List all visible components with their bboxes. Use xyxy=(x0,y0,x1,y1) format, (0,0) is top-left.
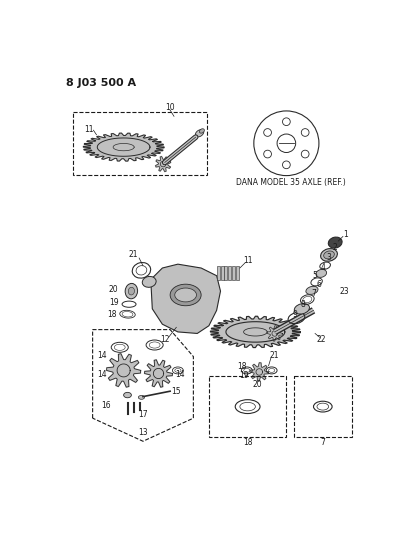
Text: 2: 2 xyxy=(333,243,338,252)
Ellipse shape xyxy=(142,277,156,287)
Bar xyxy=(294,376,352,438)
Circle shape xyxy=(301,150,309,158)
Circle shape xyxy=(282,161,290,168)
Text: 15: 15 xyxy=(171,387,180,395)
Bar xyxy=(73,112,206,175)
Text: 22: 22 xyxy=(316,335,326,344)
Text: 5: 5 xyxy=(313,271,318,280)
Text: 3: 3 xyxy=(326,254,332,262)
Text: 9: 9 xyxy=(292,310,297,319)
Polygon shape xyxy=(106,354,141,387)
Ellipse shape xyxy=(306,286,318,294)
Polygon shape xyxy=(267,326,282,341)
Ellipse shape xyxy=(200,129,204,133)
Bar xyxy=(224,265,228,280)
Circle shape xyxy=(301,128,309,136)
Bar xyxy=(232,265,235,280)
Bar xyxy=(209,376,286,438)
Bar xyxy=(236,265,239,280)
Ellipse shape xyxy=(124,392,131,398)
Ellipse shape xyxy=(138,395,144,399)
Circle shape xyxy=(264,128,272,136)
Ellipse shape xyxy=(125,284,138,299)
Circle shape xyxy=(282,118,290,126)
Text: 14: 14 xyxy=(97,370,107,379)
Bar xyxy=(228,265,231,280)
Ellipse shape xyxy=(195,130,204,137)
Bar xyxy=(220,265,224,280)
Text: 18: 18 xyxy=(243,438,252,447)
Ellipse shape xyxy=(128,287,134,295)
Text: 12: 12 xyxy=(160,335,170,344)
Text: 13: 13 xyxy=(138,427,148,437)
Text: 6: 6 xyxy=(316,280,321,289)
Text: 7: 7 xyxy=(311,289,316,298)
Ellipse shape xyxy=(170,284,201,306)
Bar xyxy=(217,265,220,280)
Text: 11: 11 xyxy=(243,256,252,265)
Text: 8 J03 500 A: 8 J03 500 A xyxy=(66,78,136,88)
Text: 20: 20 xyxy=(109,285,118,294)
Polygon shape xyxy=(83,133,164,161)
Text: 17: 17 xyxy=(138,410,148,419)
Polygon shape xyxy=(151,264,220,334)
Text: 11: 11 xyxy=(84,125,94,134)
Circle shape xyxy=(264,150,272,158)
Text: 10: 10 xyxy=(165,103,175,112)
Ellipse shape xyxy=(328,237,342,248)
Ellipse shape xyxy=(321,248,337,261)
Polygon shape xyxy=(156,157,171,172)
Polygon shape xyxy=(250,363,268,381)
Text: 7: 7 xyxy=(320,438,325,447)
Text: 21: 21 xyxy=(270,351,280,360)
Text: 19: 19 xyxy=(239,370,248,379)
Text: 4: 4 xyxy=(320,263,325,272)
Text: 8: 8 xyxy=(300,300,305,309)
Text: DANA MODEL 35 AXLE (REF.): DANA MODEL 35 AXLE (REF.) xyxy=(236,178,346,187)
Text: 1: 1 xyxy=(344,230,348,239)
Polygon shape xyxy=(210,316,300,348)
Text: 14: 14 xyxy=(97,351,107,360)
Text: 20: 20 xyxy=(253,380,262,389)
Text: 14: 14 xyxy=(175,370,185,379)
Polygon shape xyxy=(144,360,172,387)
Text: 18: 18 xyxy=(238,362,247,371)
Ellipse shape xyxy=(175,288,196,302)
Text: 19: 19 xyxy=(110,298,119,307)
Text: 21: 21 xyxy=(129,251,138,260)
Ellipse shape xyxy=(316,269,326,277)
Ellipse shape xyxy=(324,251,334,259)
Ellipse shape xyxy=(294,304,310,314)
Text: 16: 16 xyxy=(101,401,111,409)
Text: 23: 23 xyxy=(340,287,349,296)
Text: 18: 18 xyxy=(107,311,117,319)
